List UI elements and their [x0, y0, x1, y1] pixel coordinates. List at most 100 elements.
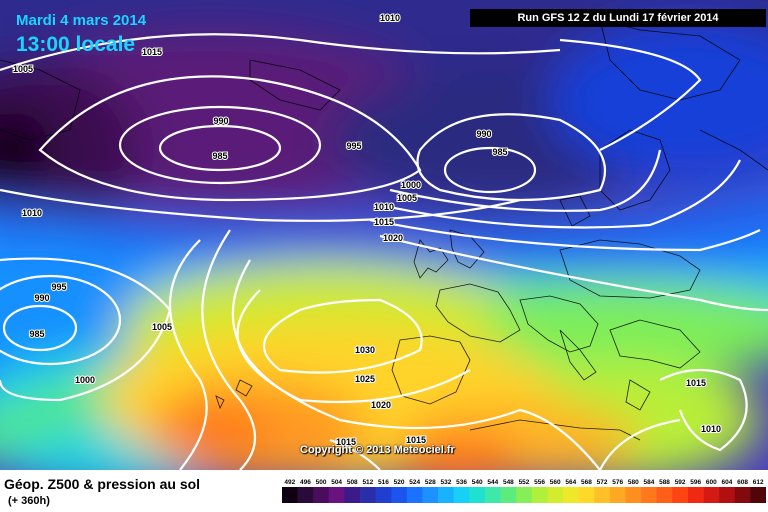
isobar-label: 990 [34, 293, 49, 303]
scale-label: 512 [362, 479, 373, 486]
isobar-label: 1020 [383, 233, 403, 243]
isobar-label: 1015 [686, 378, 706, 388]
scale-swatch [734, 487, 751, 503]
isobar-label: 1000 [401, 180, 421, 190]
legend-title: Géop. Z500 & pression au sol [4, 476, 201, 492]
isobar-label: 995 [51, 282, 66, 292]
forecast-date: Mardi 4 mars 2014 [16, 12, 147, 29]
scale-label: 580 [628, 479, 639, 486]
isobar-label: 995 [346, 141, 361, 151]
scale-swatch [484, 487, 501, 503]
isobar-label: 1015 [406, 435, 426, 445]
scale-label: 504 [331, 479, 342, 486]
isobar-label: 1020 [371, 400, 391, 410]
scale-swatch [453, 487, 470, 503]
scale-swatch [609, 487, 626, 503]
isobar-label: 985 [212, 151, 227, 161]
isobar-label: 1015 [142, 47, 162, 57]
scale-label: 524 [409, 479, 420, 486]
legend-subtitle: (+ 360h) [8, 495, 50, 507]
scale-swatch [516, 487, 533, 503]
forecast-time: 13:00 locale [16, 33, 136, 56]
scale-swatch [406, 487, 423, 503]
scale-swatch [719, 487, 736, 503]
scale-label: 500 [316, 479, 327, 486]
scale-swatch [469, 487, 486, 503]
scale-swatch [360, 487, 376, 503]
isobar-label: 1005 [13, 64, 33, 74]
isobar-label: 990 [476, 129, 491, 139]
scale-label: 564 [565, 479, 576, 486]
isobar-label: 1005 [152, 322, 172, 332]
scale-label: 588 [659, 479, 670, 486]
scale-label: 608 [737, 479, 748, 486]
scale-label: 592 [675, 479, 686, 486]
scale-swatch [391, 487, 408, 503]
isobar-label: 1000 [75, 375, 95, 385]
isobar-label: 1025 [355, 374, 375, 384]
scale-label: 604 [722, 479, 733, 486]
legend-panel: Géop. Z500 & pression au sol (+ 360h) 49… [0, 470, 768, 512]
isobar-label: 1010 [701, 424, 721, 434]
isobar-label: 1010 [380, 13, 400, 23]
weather-map: 1010101510059909859959909851000100510101… [0, 0, 768, 470]
scale-label: 532 [441, 479, 452, 486]
run-info: Run GFS 12 Z du Lundi 17 février 2014 [470, 9, 766, 27]
scale-label: 568 [581, 479, 592, 486]
scale-label: 536 [456, 479, 467, 486]
scale-label: 516 [378, 479, 389, 486]
isobar-label: 1010 [22, 208, 42, 218]
isobar-label: 1010 [374, 202, 394, 212]
scale-label: 492 [284, 479, 295, 486]
scale-label: 544 [487, 479, 498, 486]
isobar-label: 990 [213, 116, 228, 126]
scale-label: 584 [643, 479, 654, 486]
scale-swatch [375, 487, 392, 503]
scale-swatch [531, 487, 548, 503]
isobar-label: 1015 [374, 217, 394, 227]
scale-label: 600 [706, 479, 717, 486]
isobar-label: 985 [492, 147, 507, 157]
scale-swatch [594, 487, 611, 503]
scale-label: 560 [550, 479, 561, 486]
scale-swatch [500, 487, 517, 503]
scale-swatch [625, 487, 642, 503]
scale-label: 520 [394, 479, 405, 486]
scale-swatch [313, 487, 330, 503]
scale-label: 508 [347, 479, 358, 486]
scale-swatch [438, 487, 455, 503]
scale-label: 496 [300, 479, 311, 486]
scale-swatch [672, 487, 689, 503]
scale-label: 540 [472, 479, 483, 486]
scale-label: 548 [503, 479, 514, 486]
scale-swatch [656, 487, 673, 503]
scale-swatch [547, 487, 564, 503]
scale-swatch [687, 487, 704, 503]
scale-swatch [328, 487, 345, 503]
isobar-label: 1015 [336, 437, 356, 447]
scale-swatch [641, 487, 658, 503]
scale-label: 528 [425, 479, 436, 486]
isobar-label: 985 [29, 329, 44, 339]
isobar-label: 1005 [397, 193, 417, 203]
copyright: Copyright © 2013 Meteociel.fr [300, 444, 455, 456]
scale-label: 576 [612, 479, 623, 486]
scale-swatch [282, 487, 298, 503]
isobar-label: 1030 [355, 345, 375, 355]
scale-swatch [578, 487, 595, 503]
isobar-labels: 1010101510059909859959909851000100510101… [12, 12, 722, 448]
scale-label: 572 [597, 479, 608, 486]
scale-swatch [297, 487, 314, 503]
scale-swatch [344, 487, 361, 503]
scale-label: 556 [534, 479, 545, 486]
scale-swatch [750, 487, 766, 503]
scale-label: 596 [690, 479, 701, 486]
color-scale: 492 496 500 504 508 512 516 520 524 528 532 536 540 5… [282, 479, 766, 503]
scale-swatch [422, 487, 439, 503]
scale-label: 552 [519, 479, 530, 486]
scale-label: 612 [753, 479, 764, 486]
coastlines [0, 19, 768, 441]
scale-swatch [563, 487, 579, 503]
isobar-lines [0, 33, 768, 470]
